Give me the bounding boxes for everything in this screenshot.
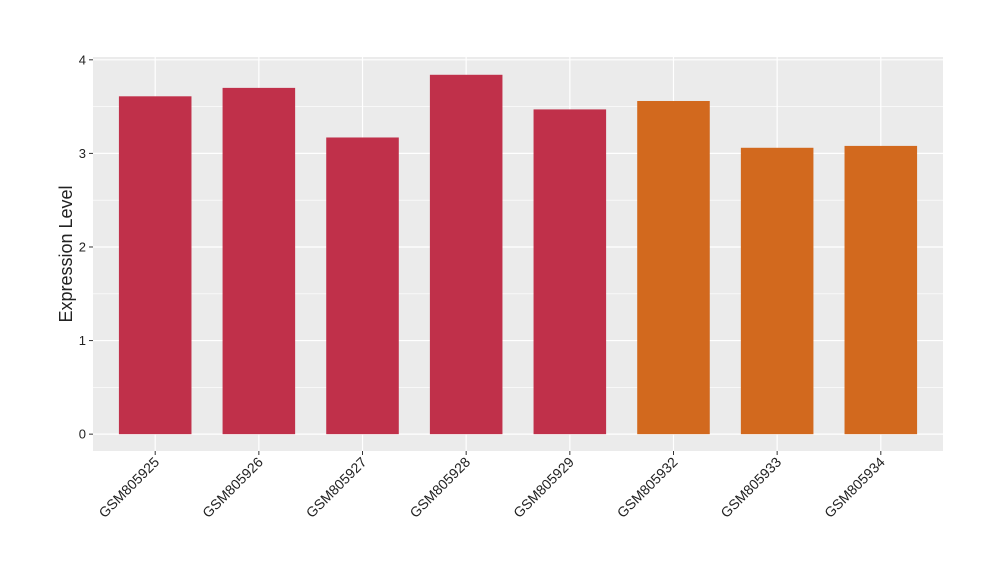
bar <box>326 137 399 435</box>
y-tick-label: 4 <box>79 52 86 67</box>
x-tick-label: GSM805926 <box>199 454 266 521</box>
bar <box>533 109 607 435</box>
bar <box>429 74 503 435</box>
bar <box>637 100 710 435</box>
bar <box>118 96 192 435</box>
y-tick-label: 2 <box>79 239 86 254</box>
bar <box>844 145 918 435</box>
bar <box>740 147 814 435</box>
bar <box>222 87 296 435</box>
x-tick-label: GSM805925 <box>95 454 162 521</box>
y-tick-label: 1 <box>79 333 86 348</box>
x-tick-label: GSM805929 <box>510 454 577 521</box>
x-tick-label: GSM805927 <box>303 454 370 521</box>
x-tick-label: GSM805933 <box>717 454 784 521</box>
y-tick-label: 3 <box>79 146 86 161</box>
x-tick-label: GSM805932 <box>614 454 681 521</box>
y-axis-title: Expression Level <box>56 185 76 322</box>
x-tick-label: GSM805928 <box>406 454 473 521</box>
x-tick-label: GSM805934 <box>821 454 888 521</box>
y-tick-label: 0 <box>79 427 86 442</box>
panel <box>93 57 943 451</box>
